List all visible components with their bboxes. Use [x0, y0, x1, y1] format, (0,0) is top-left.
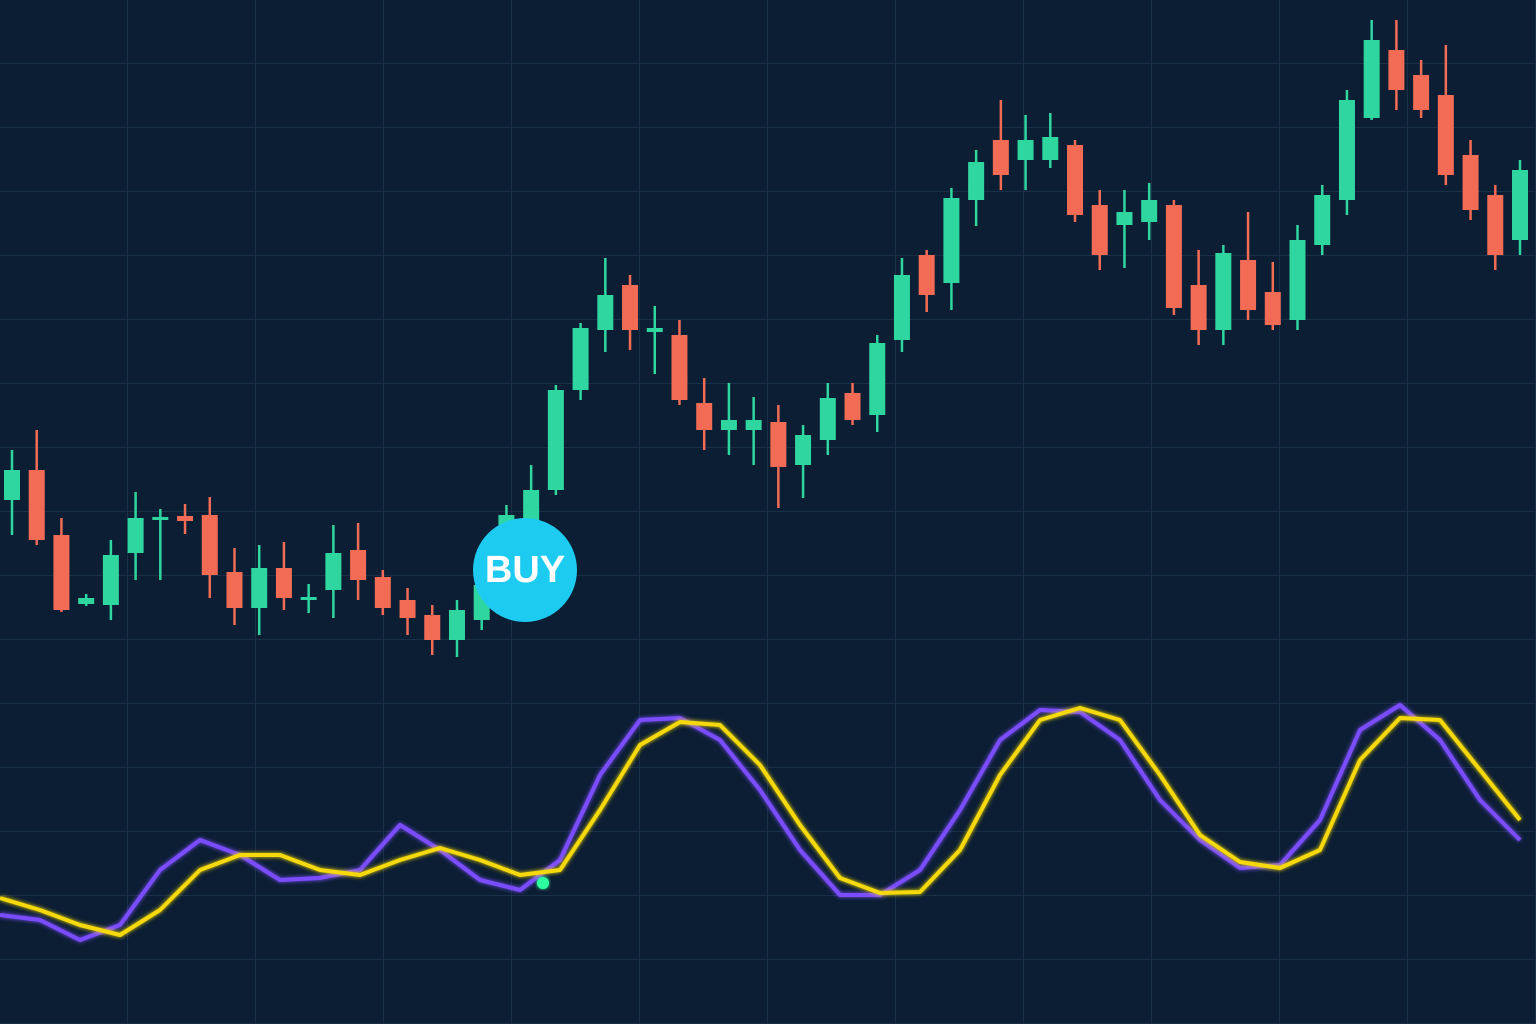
candle-body: [720, 420, 737, 430]
candle-body: [350, 550, 367, 580]
candle-body: [1289, 240, 1306, 320]
candle-body: [325, 553, 342, 590]
candle-body: [53, 535, 70, 610]
candle-body: [1462, 155, 1479, 210]
candle-body: [28, 470, 45, 540]
candle-body: [424, 615, 441, 640]
candle-body: [1512, 170, 1528, 240]
candle-body: [1437, 95, 1454, 175]
candle-body: [1116, 212, 1133, 225]
candle-body: [1190, 285, 1207, 330]
crossover-dot: [537, 877, 549, 889]
candle-body: [226, 572, 243, 608]
candle-body: [127, 518, 144, 553]
candle-body: [795, 435, 812, 465]
candle-body: [4, 470, 20, 500]
candle-body: [1314, 195, 1331, 245]
candle-body: [1264, 292, 1281, 325]
candle-body: [819, 398, 836, 440]
candle-body: [1141, 200, 1158, 222]
candle-body: [300, 597, 317, 600]
candles: [4, 20, 1528, 657]
buy-label: BUY: [485, 549, 565, 591]
candle-body: [1363, 40, 1380, 118]
candle-body: [1165, 205, 1182, 308]
candle-body: [102, 555, 119, 605]
candle-body: [1240, 260, 1257, 310]
oscillator: [0, 703, 1522, 942]
candle-body: [523, 490, 540, 520]
candle-body: [1091, 205, 1108, 255]
candle-body: [696, 403, 713, 430]
candle-body: [448, 610, 465, 640]
candle-body: [943, 198, 960, 283]
candle-body: [572, 328, 589, 390]
candle-body: [671, 335, 688, 400]
candle-body: [1338, 100, 1355, 200]
candle-body: [547, 390, 564, 490]
candle-body: [1388, 50, 1405, 90]
candle-body: [374, 577, 391, 608]
candle-body: [1413, 75, 1430, 110]
candle-body: [1017, 140, 1034, 160]
candle-body: [399, 600, 416, 618]
candle-body: [1487, 195, 1504, 255]
candle-body: [1215, 253, 1232, 330]
candle-body: [275, 568, 292, 598]
candle-body: [869, 343, 886, 415]
candle-body: [1067, 145, 1084, 215]
candle-body: [251, 568, 268, 608]
candle-body: [844, 393, 861, 420]
candle-body: [622, 285, 639, 330]
candle-body: [1042, 137, 1059, 160]
candle-body: [992, 140, 1009, 175]
candle-body: [745, 420, 762, 430]
candle-body: [893, 275, 910, 340]
oscillator-line: [0, 706, 1522, 937]
buy-badge: [473, 518, 577, 622]
candle-body: [597, 295, 614, 330]
candle-body: [177, 516, 194, 521]
candle-body: [201, 515, 218, 575]
candle-body: [770, 422, 787, 467]
candle-body: [152, 517, 169, 520]
candle-body: [646, 328, 663, 332]
candle-body: [78, 598, 95, 604]
candle-body: [968, 162, 985, 200]
candle-body: [918, 255, 935, 295]
